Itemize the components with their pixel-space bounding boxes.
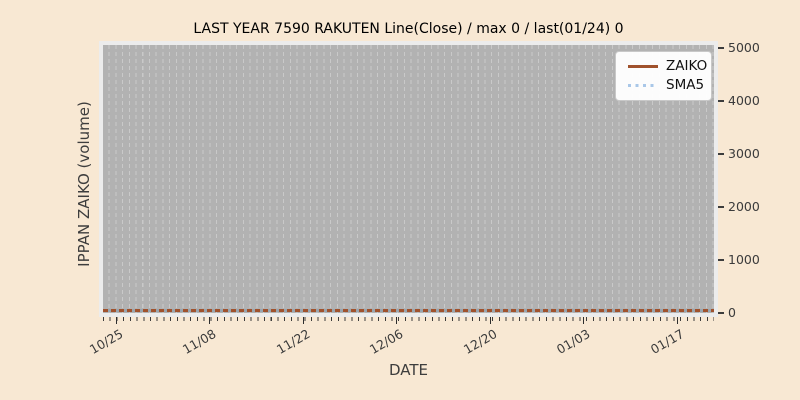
- y-tick-label: 5000: [728, 39, 760, 55]
- y-tick-mark: [718, 153, 724, 155]
- y-tick: 3000: [718, 146, 760, 162]
- x-axis-label: DATE: [388, 361, 429, 379]
- legend-item-zaiko: ZAIKO: [628, 59, 707, 74]
- y-tick-label: 4000: [728, 92, 760, 108]
- y-tick: 0: [718, 305, 760, 321]
- x-tick-label: 10/25: [86, 326, 126, 358]
- x-axis-minor-ticks: [103, 317, 714, 321]
- x-tick-mark: [489, 317, 491, 324]
- x-tick-mark: [396, 317, 398, 324]
- y-tick: 2000: [718, 199, 760, 215]
- x-tick-label: 12/20: [460, 326, 500, 358]
- y-tick-mark: [718, 47, 724, 49]
- y-tick-label: 1000: [728, 251, 760, 267]
- y-tick-label: 0: [728, 304, 736, 320]
- x-axis-tick-labels: 10/25 11/08 11/22 12/06 12/20 01/03 01/1…: [87, 317, 714, 362]
- x-tick-label: 12/06: [367, 326, 406, 358]
- sma5-series-line: [103, 309, 714, 312]
- x-tick-mark: [676, 317, 678, 324]
- x-tick-mark: [209, 317, 211, 324]
- x-tick-label: 11/08: [180, 326, 219, 358]
- y-tick-label: 3000: [728, 145, 760, 161]
- legend-label-zaiko: ZAIKO: [666, 58, 708, 74]
- y-axis-label: IPPAN ZAIKO (volume): [75, 101, 93, 267]
- x-tick-mark: [583, 317, 585, 324]
- legend-item-sma5: SMA5: [628, 76, 705, 93]
- x-tick-mark: [302, 317, 304, 324]
- y-tick-mark: [718, 312, 724, 314]
- gridlines: [103, 45, 714, 313]
- legend: ZAIKO SMA5: [615, 51, 712, 101]
- y-tick-label: 2000: [728, 198, 760, 214]
- x-tick-label: 01/17: [647, 326, 687, 358]
- y-tick: 1000: [718, 252, 760, 268]
- x-tick-label: 11/22: [273, 326, 313, 358]
- plot-area: ZAIKO SMA5: [99, 41, 718, 317]
- y-tick: 5000: [718, 40, 760, 56]
- legend-label-sma5: SMA5: [666, 76, 705, 93]
- y-tick-mark: [718, 100, 724, 102]
- x-tick-label: 01/03: [554, 326, 593, 358]
- sma5-line-swatch-icon: [628, 83, 658, 87]
- y-tick-mark: [718, 206, 724, 208]
- chart-title: LAST YEAR 7590 RAKUTEN Line(Close) / max…: [193, 21, 624, 37]
- x-tick-mark: [116, 317, 117, 324]
- zaiko-line-swatch-icon: [628, 65, 658, 69]
- y-axis-tick-labels: 5000 4000 3000 2000 1000 0: [718, 40, 760, 321]
- y-tick-mark: [718, 259, 724, 261]
- y-tick: 4000: [718, 93, 760, 109]
